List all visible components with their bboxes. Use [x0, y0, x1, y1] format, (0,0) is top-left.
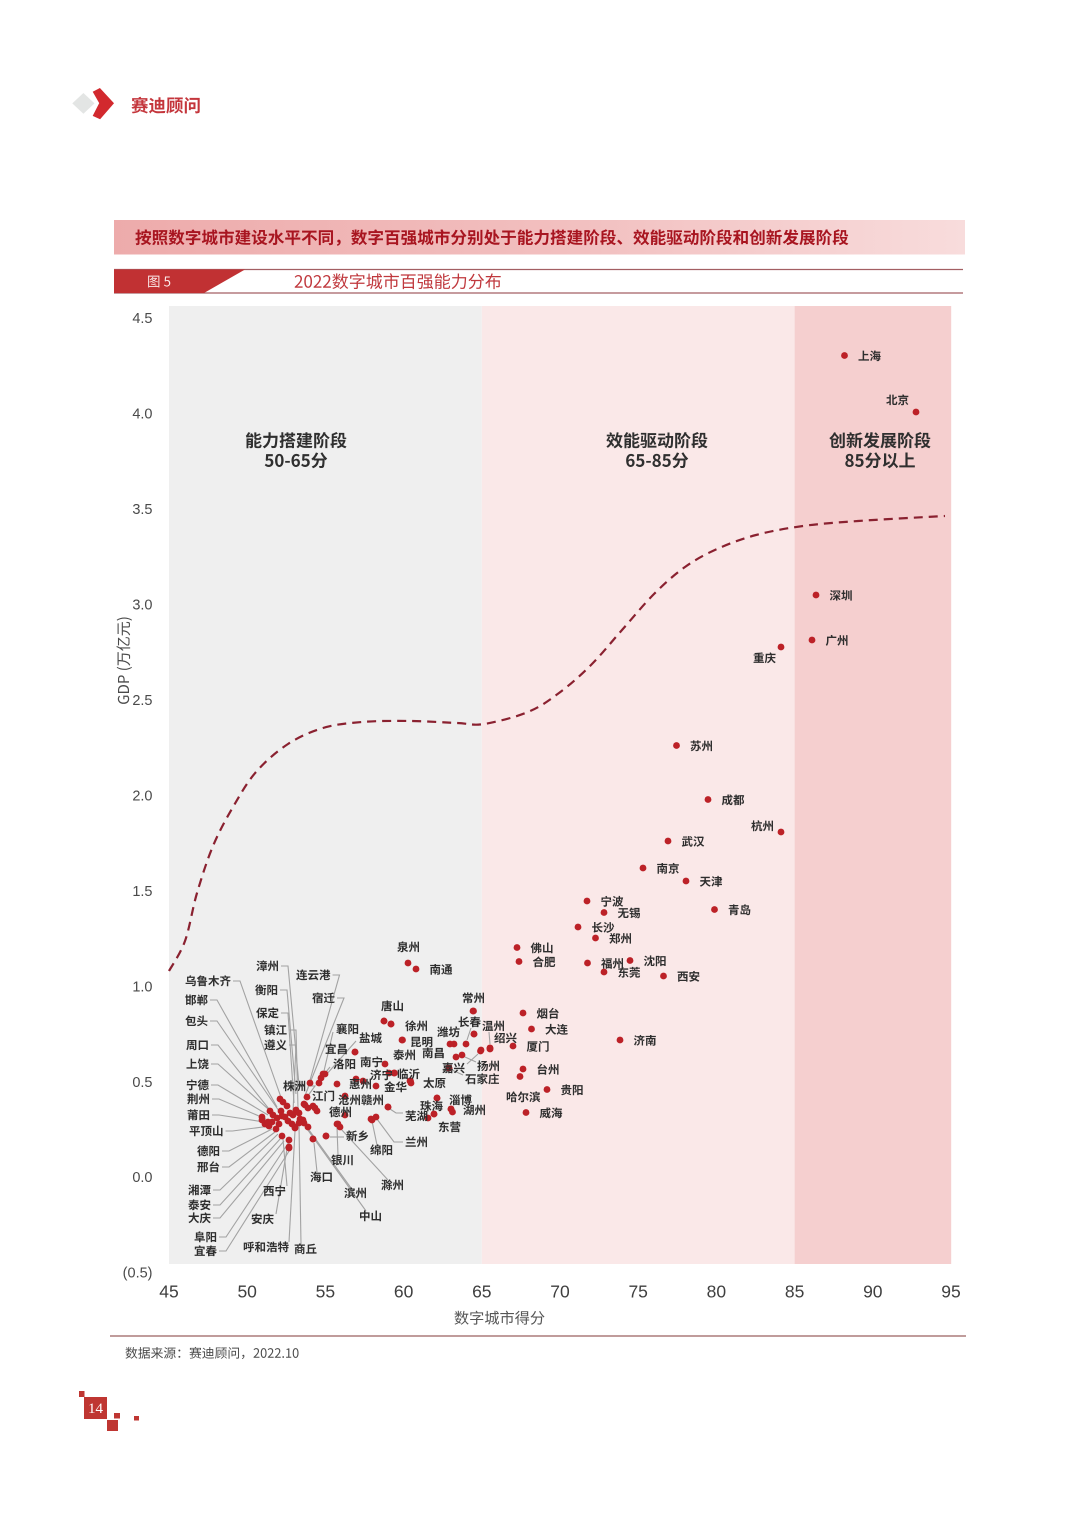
svg-text:4.0: 4.0 — [132, 407, 152, 423]
svg-text:70: 70 — [550, 1282, 570, 1302]
svg-text:1.5: 1.5 — [132, 884, 152, 900]
svg-text:4.5: 4.5 — [132, 311, 152, 327]
svg-text:14: 14 — [88, 1401, 104, 1417]
svg-text:0.0: 0.0 — [132, 1170, 152, 1186]
svg-text:90: 90 — [863, 1282, 883, 1302]
svg-text:85: 85 — [785, 1282, 804, 1302]
svg-text:2.0: 2.0 — [132, 788, 152, 804]
svg-text:55: 55 — [316, 1282, 335, 1302]
svg-text:1.0: 1.0 — [132, 979, 152, 995]
svg-text:95: 95 — [941, 1282, 960, 1302]
svg-text:3.5: 3.5 — [132, 502, 152, 518]
svg-text:0.5: 0.5 — [132, 1075, 152, 1091]
svg-text:45: 45 — [159, 1282, 178, 1302]
svg-text:75: 75 — [628, 1282, 647, 1302]
svg-text:3.0: 3.0 — [132, 598, 152, 614]
svg-text:80: 80 — [707, 1282, 727, 1302]
svg-text:50: 50 — [237, 1282, 257, 1302]
svg-text:2.5: 2.5 — [132, 693, 152, 709]
svg-text:(0.5): (0.5) — [123, 1266, 153, 1282]
svg-text:65: 65 — [472, 1282, 491, 1302]
svg-text:60: 60 — [394, 1282, 414, 1302]
